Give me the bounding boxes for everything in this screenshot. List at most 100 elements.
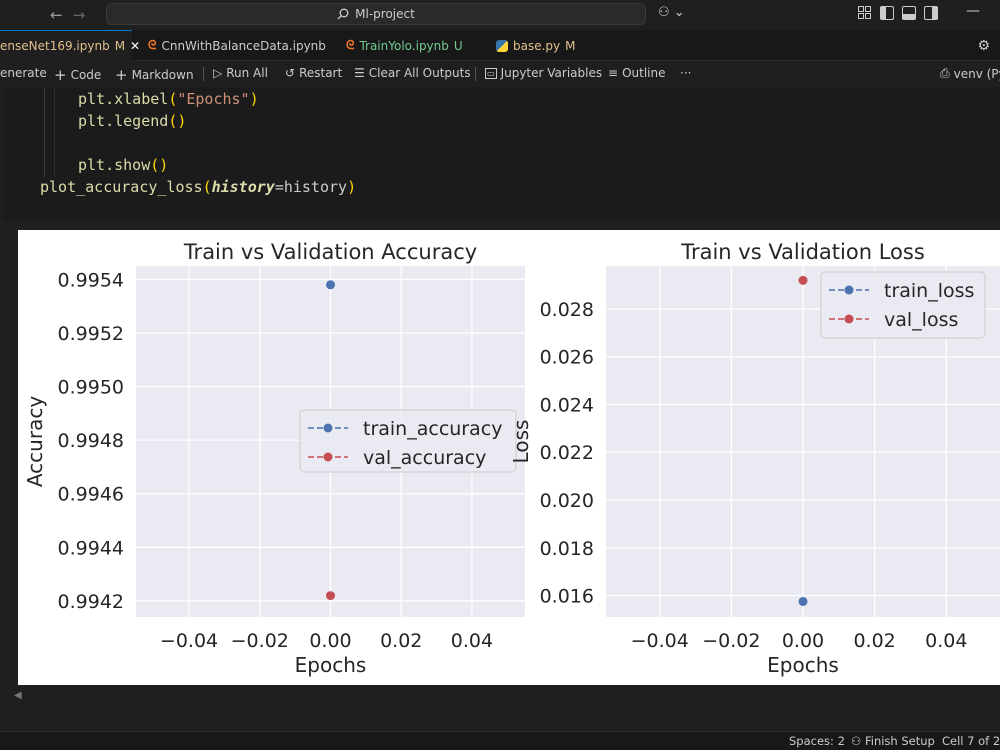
legend-box (820, 271, 986, 339)
restart-label: Restart (299, 66, 343, 80)
finish-setup-button[interactable]: ⚇ Finish Setup (851, 734, 935, 748)
python-icon (496, 39, 508, 52)
restart-icon: ↺ (285, 66, 296, 80)
y-tick-label: 0.020 (540, 490, 594, 512)
clear-icon: ☰ (354, 66, 365, 80)
code-function: plt.legend (78, 112, 169, 130)
add-markdown-button[interactable]: + Markdown (115, 66, 194, 84)
kernel-label: venv (Py (953, 66, 1000, 81)
add-code-button[interactable]: + Code (54, 66, 101, 84)
restart-button[interactable]: ↺ Restart (285, 66, 342, 80)
forward-arrow-icon[interactable]: → (72, 6, 86, 24)
code-line: plot_accuracy_loss(history=history) (40, 178, 356, 196)
code-paren: ) (159, 156, 169, 174)
code-cell[interactable]: plt.xlabel("Epochs") plt.legend() plt.sh… (0, 87, 1000, 220)
untracked-badge: U (453, 38, 463, 53)
generate-button[interactable]: enerate (0, 66, 47, 80)
data-point-val_loss (798, 275, 808, 285)
legend-label-val_loss: val_loss (884, 309, 958, 331)
minimize-window-button[interactable]: — (966, 3, 980, 19)
y-tick-label: 0.026 (540, 347, 594, 369)
tab-base-py[interactable]: base.py M (488, 30, 584, 61)
code-paren: ) (249, 90, 259, 108)
toggle-primary-sidebar-icon[interactable] (880, 6, 894, 20)
gear-icon[interactable]: ⚙ (977, 38, 990, 54)
run-all-button[interactable]: ▷ Run All (213, 66, 268, 80)
y-tick-label: 0.024 (540, 394, 594, 416)
kernel-picker[interactable]: ⎙venv (Py (940, 66, 1000, 81)
code-arg: =history (274, 178, 348, 196)
legend-label-val_accuracy: val_accuracy (363, 447, 486, 469)
legend-marker-val_accuracy (323, 452, 333, 462)
clear-outputs-label: Clear All Outputs (368, 66, 471, 80)
y-axis-label: Accuracy (23, 396, 47, 487)
legend-marker-train_loss (844, 285, 854, 295)
x-tick-label: 0.00 (782, 630, 824, 652)
toggle-panel-icon[interactable] (902, 6, 916, 20)
y-tick-label: 0.028 (540, 299, 594, 321)
x-tick-label: 0.02 (853, 630, 895, 652)
legend-label-train_loss: train_loss (884, 280, 974, 302)
code-function: plt.show (78, 156, 151, 174)
x-tick-label: 0.04 (451, 630, 493, 652)
clear-outputs-button[interactable]: ☰ Clear All Outputs (354, 66, 471, 80)
copilot-icon[interactable]: ⚇ ⌄ (658, 5, 685, 20)
tab-cnnwithbalancedata[interactable]: ᘓ CnnWithBalanceData.ipynb (140, 30, 334, 61)
back-arrow-icon[interactable]: ← (50, 6, 63, 24)
code-paren: ) (347, 178, 357, 196)
jupyter-icon: ᘓ (148, 38, 157, 52)
command-center-search[interactable]: Ml-project (106, 3, 646, 25)
jupyter-variables-button[interactable]: ▭ Jupyter Variables (485, 66, 602, 80)
y-tick-label: 0.018 (540, 538, 594, 560)
editor-tabs: enseNet169.ipynb M ✕ ᘓ CnnWithBalanceDat… (0, 30, 1000, 61)
data-point-train_accuracy (326, 280, 335, 290)
search-icon (337, 8, 349, 20)
code-paren: ( (168, 90, 178, 108)
y-tick-label: 0.016 (540, 586, 594, 608)
spaces-indicator[interactable]: Spaces: 2 (789, 734, 845, 748)
code-paren: ( (150, 156, 160, 174)
x-axis-label: Epochs (767, 653, 839, 677)
code-paren: ( (202, 178, 212, 196)
more-actions-button[interactable]: ··· (680, 66, 691, 80)
code-string: "Epochs" (177, 90, 250, 108)
legend-marker-train_accuracy (323, 423, 333, 433)
legend-box (299, 409, 517, 473)
cell-indicator[interactable]: Cell 7 of 21 (942, 734, 1000, 748)
outline-button[interactable]: ≡ Outline (608, 66, 665, 80)
toggle-secondary-sidebar-icon[interactable] (924, 6, 938, 20)
jupyter-icon: ᘓ (346, 38, 355, 52)
y-tick-label: 0.9948 (58, 430, 124, 452)
chart-title: Train vs Validation Accuracy (183, 240, 477, 264)
code-param: history (211, 178, 275, 196)
data-point-val_accuracy (326, 591, 335, 601)
search-text: Ml-project (355, 7, 415, 21)
customize-layout-icon[interactable] (858, 6, 872, 20)
tab-densenet169[interactable]: enseNet169.ipynb M ✕ (0, 30, 140, 61)
plus-icon: + (115, 66, 128, 84)
y-tick-label: 0.9942 (58, 591, 124, 613)
legend-marker-val_loss (844, 314, 854, 324)
data-point-train_loss (798, 596, 808, 606)
chart-title: Train vs Validation Loss (680, 240, 925, 264)
x-tick-label: 0.02 (380, 630, 422, 652)
outline-icon: ≡ (608, 66, 619, 80)
tab-label: enseNet169.ipynb (0, 39, 110, 53)
close-icon[interactable]: ✕ (130, 39, 141, 53)
tab-label: CnnWithBalanceData.ipynb (161, 38, 326, 53)
toolbar-divider (475, 67, 476, 81)
x-tick-label: −0.04 (631, 630, 689, 652)
scroll-left-arrow-icon[interactable]: ◀ (14, 690, 22, 701)
variables-icon: ▭ (485, 67, 497, 79)
code-paren: ( (168, 112, 178, 130)
jupyter-variables-label: Jupyter Variables (500, 66, 603, 80)
modified-badge: M (565, 38, 576, 53)
layout-controls (858, 6, 938, 20)
nav-arrows: ← → (50, 6, 85, 24)
tab-trainyolo[interactable]: ᘓ TrainYolo.ipynb U (338, 30, 471, 61)
run-icon: ▷ (213, 66, 223, 80)
y-tick-label: 0.9950 (58, 377, 124, 399)
x-tick-label: 0.00 (309, 630, 351, 652)
status-bar: Spaces: 2 ⚇ Finish Setup Cell 7 of 21 (0, 731, 1000, 750)
title-bar: ← → Ml-project ⚇ ⌄ — (0, 0, 1000, 30)
